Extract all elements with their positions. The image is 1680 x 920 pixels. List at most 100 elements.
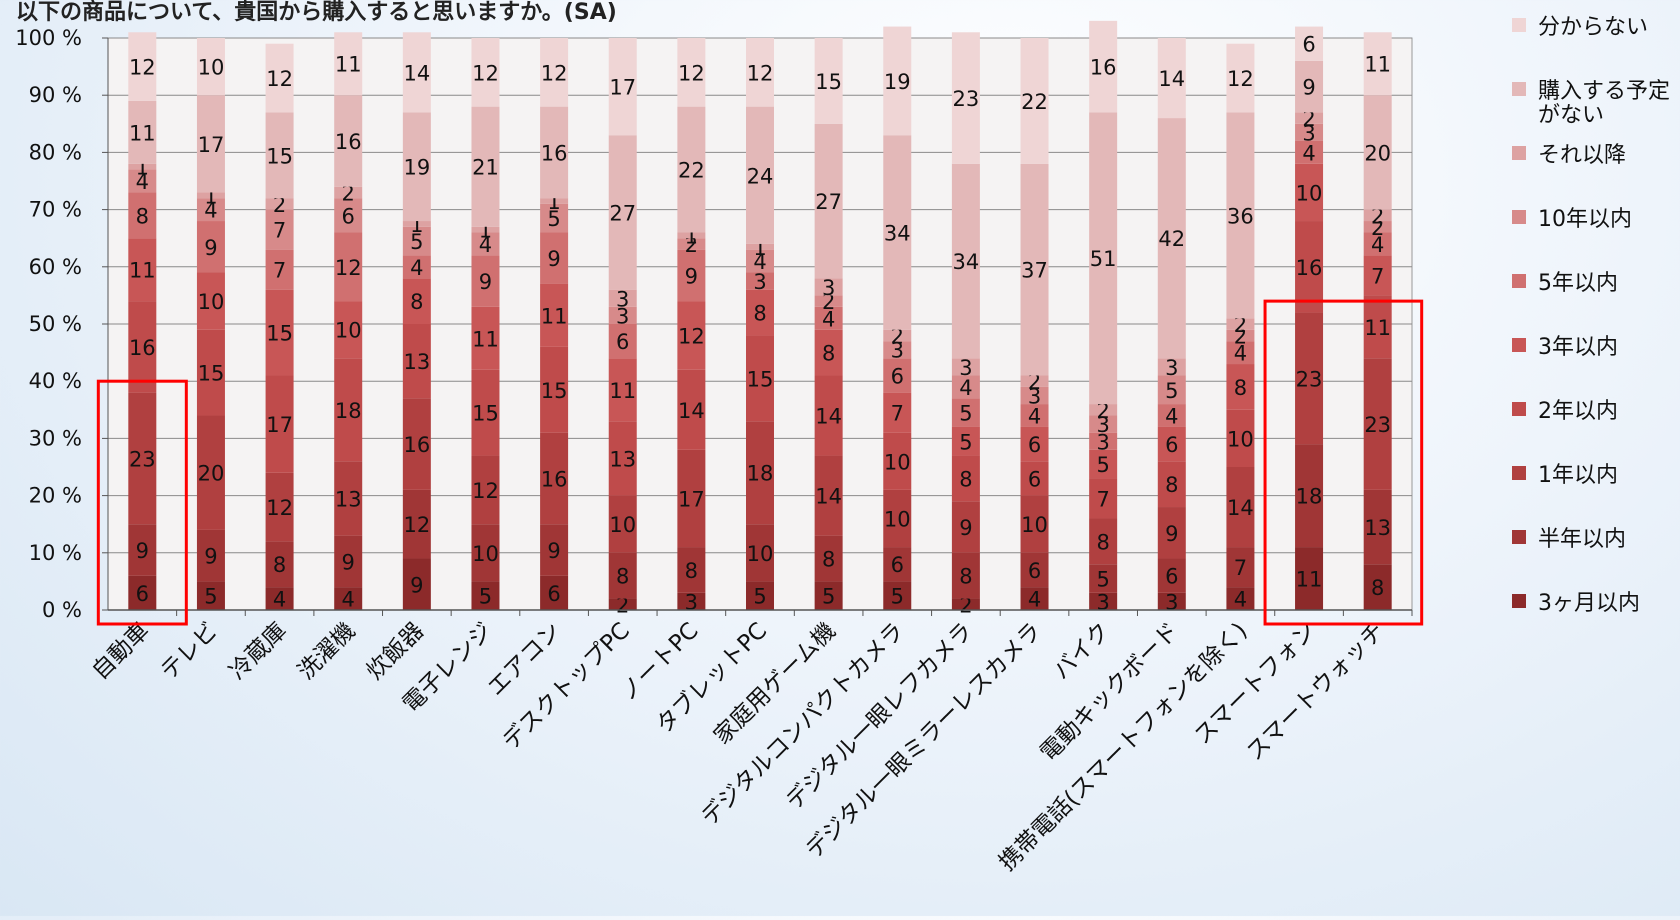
bar-segment (1363, 295, 1392, 359)
data-label: 9 (342, 550, 355, 574)
data-label: 12 (335, 256, 362, 280)
bar-segment (883, 26, 912, 136)
data-label: 4 (1165, 405, 1178, 429)
category-label: 携帯電話(スマートフォンを除く) (994, 618, 1252, 876)
y-tick-label: 90 % (29, 83, 82, 107)
data-label: 22 (678, 159, 705, 183)
bar-segment (1295, 312, 1324, 445)
data-label: 6 (616, 330, 629, 354)
data-label: 9 (410, 573, 423, 597)
legend-swatch (1512, 82, 1526, 96)
bar-segment (746, 581, 774, 610)
data-label: 13 (335, 487, 362, 511)
data-label: 23 (1296, 367, 1323, 391)
bar-segment (265, 375, 294, 473)
data-label: 15 (266, 322, 293, 346)
data-label: 17 (266, 413, 293, 437)
y-tick-label: 70 % (29, 198, 82, 222)
category-label: バイク (1049, 618, 1116, 685)
data-label: 7 (273, 219, 286, 243)
category-label: 冷蔵庫 (225, 618, 292, 685)
data-label: 2 (273, 193, 286, 217)
data-label: 12 (678, 324, 705, 348)
data-label: 12 (472, 61, 499, 85)
bar-segment (402, 398, 431, 490)
data-label: 6 (1028, 433, 1041, 457)
data-label: 10 (609, 513, 636, 537)
bar-segment (540, 38, 569, 107)
bar-segment (608, 289, 637, 307)
data-label: 10 (198, 56, 225, 80)
data-label: 6 (1302, 33, 1315, 57)
bar-segment (608, 324, 637, 359)
bar-segment (1020, 461, 1049, 496)
bar-segment (677, 369, 706, 450)
data-label: 17 (198, 133, 225, 157)
data-label: 16 (335, 130, 362, 154)
bar-segment (1157, 507, 1186, 559)
data-label: 13 (609, 447, 636, 471)
data-label: 4 (342, 588, 355, 612)
bar-segment (402, 489, 431, 559)
data-label: 15 (198, 362, 225, 386)
y-tick-label: 20 % (29, 484, 82, 508)
bar-segment (128, 163, 157, 170)
data-label: 17 (609, 76, 636, 100)
bar-segment (1295, 60, 1324, 113)
data-label: 5 (479, 585, 492, 609)
data-label: 5 (822, 585, 835, 609)
data-label: 8 (273, 553, 286, 577)
bar-segment (1157, 38, 1186, 119)
bar-segment (951, 501, 980, 553)
data-label: 19 (884, 70, 911, 94)
data-label: 12 (541, 61, 568, 85)
bar-segment (540, 575, 569, 610)
data-label: 8 (959, 467, 972, 491)
bar-segment (746, 249, 774, 273)
bar-segment (265, 587, 294, 610)
data-label: 12 (1227, 67, 1254, 91)
y-tick-label: 100 % (15, 26, 82, 50)
highlight-box (1263, 299, 1424, 626)
bar-segment (1363, 221, 1392, 233)
data-label: 3 (1096, 413, 1109, 437)
bar-segment (128, 524, 157, 576)
data-label: 9 (136, 539, 149, 563)
data-label: 3 (1096, 430, 1109, 454)
data-label: 2 (1371, 204, 1384, 228)
bar-segment (196, 192, 225, 199)
legend-label: 購入する予定がない (1538, 79, 1670, 128)
highlight-box (96, 379, 188, 626)
bar-segment (1226, 112, 1255, 319)
bar-segment (196, 198, 225, 222)
bar-segment (746, 524, 774, 582)
data-label: 6 (1028, 559, 1041, 583)
data-label: 8 (822, 548, 835, 572)
data-label: 22 (1021, 90, 1048, 114)
category-label: 洗濯機 (293, 618, 360, 685)
bar-segment (1226, 547, 1255, 588)
bar-segment (814, 278, 843, 296)
data-label: 13 (403, 350, 430, 374)
bar-segment (608, 552, 637, 599)
bar-segment (1295, 547, 1324, 610)
data-label: 14 (815, 405, 842, 429)
bar-segment (883, 432, 912, 490)
bar-segment (608, 306, 637, 324)
bar-segment (334, 198, 363, 233)
bar-segment (951, 163, 980, 359)
bar-segment (471, 106, 500, 227)
data-label: 16 (403, 433, 430, 457)
data-label: 4 (1302, 141, 1315, 165)
bar-segment (196, 95, 225, 193)
data-label: 4 (1234, 342, 1247, 366)
data-label: 6 (891, 553, 904, 577)
bar-segment (471, 581, 500, 610)
data-label: 6 (891, 364, 904, 388)
bar-segment (1020, 375, 1049, 387)
data-label: 10 (747, 542, 774, 566)
bar-segment (814, 581, 843, 610)
data-label: 15 (541, 379, 568, 403)
data-label: 24 (747, 164, 774, 188)
